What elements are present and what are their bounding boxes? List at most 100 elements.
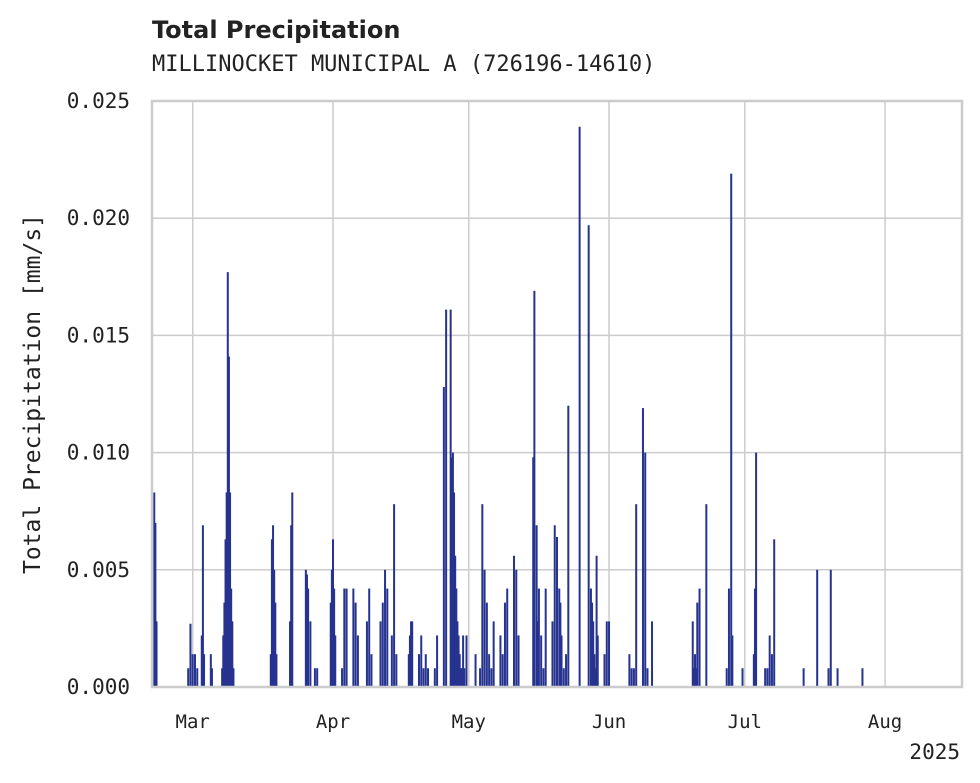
bar bbox=[483, 569, 486, 687]
bar bbox=[542, 668, 545, 687]
bar bbox=[553, 525, 556, 687]
bar bbox=[536, 621, 539, 687]
bar bbox=[450, 457, 453, 687]
y-tick-label: 0.005 bbox=[67, 558, 130, 582]
bar bbox=[694, 654, 697, 687]
bar bbox=[741, 668, 744, 687]
bar bbox=[591, 602, 594, 687]
bar bbox=[558, 588, 561, 687]
bar bbox=[829, 569, 832, 687]
bar bbox=[333, 588, 336, 687]
bar bbox=[565, 654, 568, 687]
bar bbox=[770, 654, 773, 687]
bar bbox=[816, 569, 819, 687]
bar bbox=[225, 492, 228, 687]
x-tick-label: Jul bbox=[728, 711, 762, 733]
bar bbox=[513, 555, 516, 687]
bar bbox=[270, 539, 273, 687]
bar bbox=[479, 668, 482, 687]
bar bbox=[567, 405, 570, 687]
bar bbox=[695, 668, 698, 687]
bar bbox=[551, 621, 554, 687]
bar bbox=[384, 569, 387, 687]
bar bbox=[370, 654, 373, 687]
chart-subtitle: MILLINOCKET MUNICIPAL A (726196-14610) bbox=[152, 52, 656, 77]
x-tick-label: May bbox=[452, 711, 486, 733]
bar bbox=[223, 602, 226, 687]
bar bbox=[274, 602, 277, 687]
y-tick-label: 0.000 bbox=[67, 675, 130, 699]
bar bbox=[692, 668, 695, 687]
bar bbox=[379, 621, 382, 687]
bar bbox=[488, 654, 491, 687]
bar bbox=[422, 668, 425, 687]
bar bbox=[766, 668, 769, 687]
bar bbox=[731, 635, 734, 687]
bar bbox=[189, 623, 192, 687]
bar bbox=[365, 621, 368, 687]
bar bbox=[827, 668, 830, 687]
bar bbox=[457, 635, 460, 687]
bar bbox=[485, 602, 488, 687]
bar bbox=[727, 588, 730, 687]
bar bbox=[593, 654, 596, 687]
bar bbox=[705, 504, 708, 687]
bar bbox=[155, 621, 158, 687]
bar bbox=[201, 525, 204, 687]
plot-frame bbox=[150, 99, 964, 689]
bar bbox=[313, 668, 316, 687]
bar bbox=[407, 654, 410, 687]
bar bbox=[560, 635, 563, 687]
bar bbox=[272, 525, 275, 687]
bar bbox=[462, 635, 465, 687]
bar bbox=[356, 635, 359, 687]
bar bbox=[556, 536, 558, 687]
bar bbox=[368, 588, 371, 687]
bar bbox=[773, 539, 776, 687]
bar bbox=[408, 635, 411, 687]
bar bbox=[608, 621, 611, 687]
bar bbox=[290, 525, 293, 687]
bar bbox=[191, 654, 194, 687]
bar bbox=[651, 621, 654, 687]
y-tick-label: 0.025 bbox=[67, 89, 130, 113]
bar bbox=[755, 452, 758, 687]
bar bbox=[427, 668, 430, 687]
bar bbox=[753, 588, 756, 687]
bar bbox=[410, 621, 413, 687]
bar bbox=[691, 621, 694, 687]
bar bbox=[330, 569, 333, 687]
bar bbox=[537, 588, 540, 687]
bar bbox=[562, 668, 565, 687]
bar bbox=[603, 654, 606, 687]
x-tick-label: Apr bbox=[316, 711, 350, 733]
bar bbox=[802, 668, 805, 687]
bar bbox=[193, 654, 196, 687]
bar bbox=[196, 668, 199, 687]
bar bbox=[221, 668, 224, 687]
bar bbox=[481, 504, 484, 687]
bar bbox=[209, 654, 212, 687]
bar bbox=[354, 602, 357, 687]
bar bbox=[222, 635, 225, 687]
bar bbox=[309, 621, 312, 687]
bar bbox=[343, 588, 346, 687]
bar bbox=[203, 654, 206, 687]
bar bbox=[463, 668, 466, 687]
bar bbox=[390, 635, 393, 687]
bar bbox=[501, 654, 504, 687]
bar bbox=[456, 621, 459, 687]
bar bbox=[698, 588, 701, 687]
x-tick-label: Aug bbox=[868, 711, 902, 733]
bar bbox=[644, 452, 647, 687]
bar bbox=[605, 621, 608, 687]
bar bbox=[453, 492, 456, 687]
bar bbox=[291, 492, 294, 687]
x-tick-label: Mar bbox=[176, 711, 210, 733]
bar bbox=[187, 668, 190, 687]
bar bbox=[230, 588, 233, 687]
bar bbox=[226, 272, 229, 687]
bar bbox=[445, 309, 448, 687]
bar bbox=[730, 173, 733, 687]
bar bbox=[630, 668, 633, 687]
